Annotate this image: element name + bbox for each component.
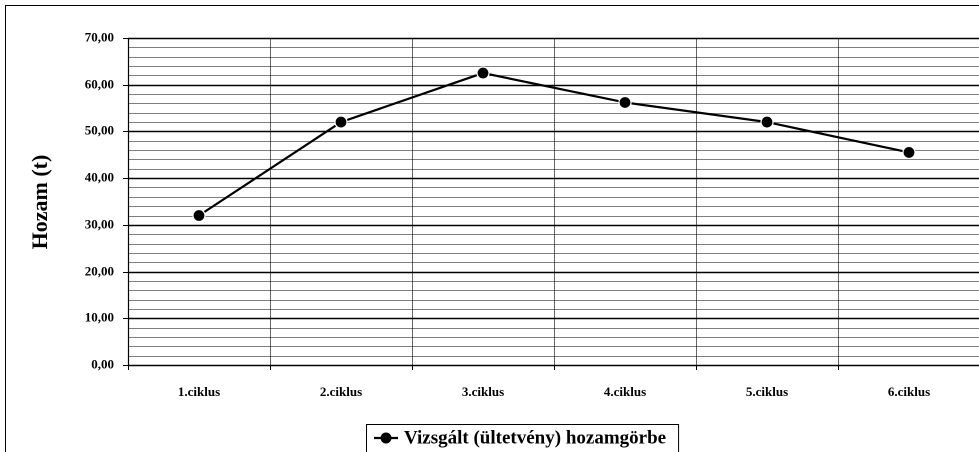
x-tick-label: 2.ciklus	[320, 384, 362, 399]
y-tick-label: 10,00	[85, 309, 114, 324]
chart-frame	[5, 5, 979, 452]
data-point	[618, 95, 632, 110]
x-tick-label: 1.ciklus	[178, 384, 220, 399]
x-tick-label: 3.ciklus	[462, 384, 504, 399]
y-tick-label: 40,00	[85, 169, 114, 184]
x-tick-label: 6.ciklus	[888, 384, 930, 399]
x-tick-label: 4.ciklus	[604, 384, 646, 399]
data-point	[192, 208, 206, 223]
data-point	[334, 115, 348, 129]
legend-label: Vizsgált (ültetvény) hozamgörbe	[404, 427, 666, 448]
y-tick-label: 20,00	[85, 263, 114, 278]
y-axis-title: Hozam (t)	[27, 155, 52, 250]
y-tick-label: 30,00	[85, 216, 114, 231]
legend-box	[366, 424, 680, 452]
y-tick-label: 0,00	[91, 356, 114, 371]
x-tick-label: 5.ciklus	[746, 384, 788, 399]
y-tick-label: 50,00	[85, 122, 114, 137]
y-tick-label: 70,00	[85, 29, 114, 44]
y-tick-label: 60,00	[85, 76, 114, 91]
data-point	[760, 115, 774, 129]
data-point	[476, 66, 490, 80]
data-point	[902, 145, 916, 160]
series-line	[198, 71, 910, 217]
legend-marker	[380, 432, 392, 444]
legend: Vizsgált (ültetvény) hozamgörbe	[366, 424, 680, 452]
